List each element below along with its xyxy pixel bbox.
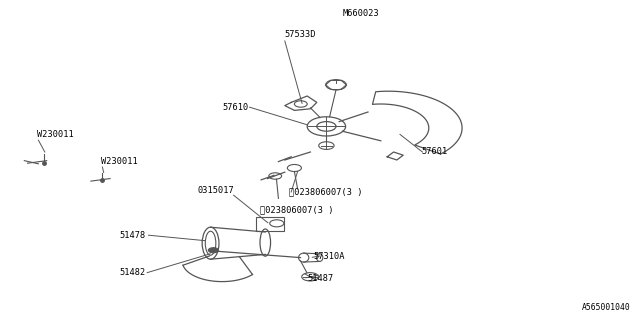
Text: A565001040: A565001040 — [582, 303, 630, 312]
Text: 51487: 51487 — [307, 274, 333, 283]
Text: 57601: 57601 — [421, 148, 447, 156]
Text: 51482: 51482 — [120, 268, 146, 277]
Text: M660023: M660023 — [342, 9, 379, 18]
Text: 57533D: 57533D — [285, 30, 316, 39]
Text: 0315017: 0315017 — [197, 186, 234, 195]
Text: W230011: W230011 — [37, 130, 74, 139]
Text: 57310A: 57310A — [314, 252, 345, 261]
Text: 51478: 51478 — [120, 231, 146, 240]
Circle shape — [209, 248, 219, 253]
Text: 57610: 57610 — [222, 103, 248, 112]
Text: ⓝ023806007(3 ): ⓝ023806007(3 ) — [289, 188, 363, 196]
Text: ⓝ023806007(3 ): ⓝ023806007(3 ) — [260, 205, 333, 214]
Text: W230011: W230011 — [101, 157, 138, 166]
